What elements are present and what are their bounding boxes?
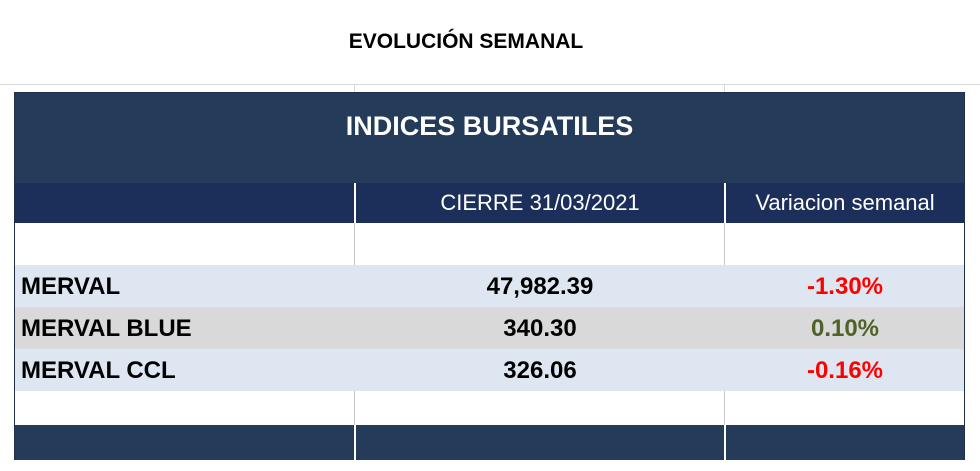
index-close: 340.30 <box>503 315 577 342</box>
gridline <box>354 84 355 94</box>
table-row: MERVAL CCL 326.06 -0.16% <box>15 349 964 391</box>
column-divider <box>724 183 726 223</box>
column-header-close: CIERRE 31/03/2021 <box>440 190 640 215</box>
index-variation: -0.16% <box>806 357 884 384</box>
index-name: MERVAL BLUE <box>21 315 192 342</box>
column-divider <box>724 425 726 460</box>
index-name: MERVAL <box>21 273 121 300</box>
table-title: INDICES BURSATILES <box>345 111 634 141</box>
index-close: 47,982.39 <box>486 273 594 300</box>
column-divider <box>724 391 725 425</box>
column-header-name <box>15 183 355 223</box>
index-variation: -1.30% <box>806 273 884 300</box>
page-title: EVOLUCIÓN SEMANAL <box>348 30 584 53</box>
column-divider <box>354 391 355 425</box>
column-divider <box>724 223 725 265</box>
index-name: MERVAL CCL <box>21 357 176 384</box>
indices-table: INDICES BURSATILES CIERRE 31/03/2021 Var… <box>14 92 965 460</box>
column-divider <box>354 183 356 223</box>
table-title-band: INDICES BURSATILES <box>15 93 964 183</box>
column-divider <box>354 223 355 265</box>
index-variation: 0.10% <box>810 315 880 342</box>
column-divider <box>354 425 356 460</box>
gridline <box>0 84 980 85</box>
table-row-spacer <box>15 223 964 265</box>
table-footer-band <box>15 425 964 460</box>
column-header-variation: Variacion semanal <box>755 190 935 215</box>
index-close: 326.06 <box>503 357 577 384</box>
gridline <box>724 84 725 94</box>
table-header-row: CIERRE 31/03/2021 Variacion semanal <box>15 183 964 223</box>
table-row: MERVAL BLUE 340.30 0.10% <box>15 307 964 349</box>
table-row-spacer <box>15 391 964 425</box>
table-row: MERVAL 47,982.39 -1.30% <box>15 265 964 307</box>
